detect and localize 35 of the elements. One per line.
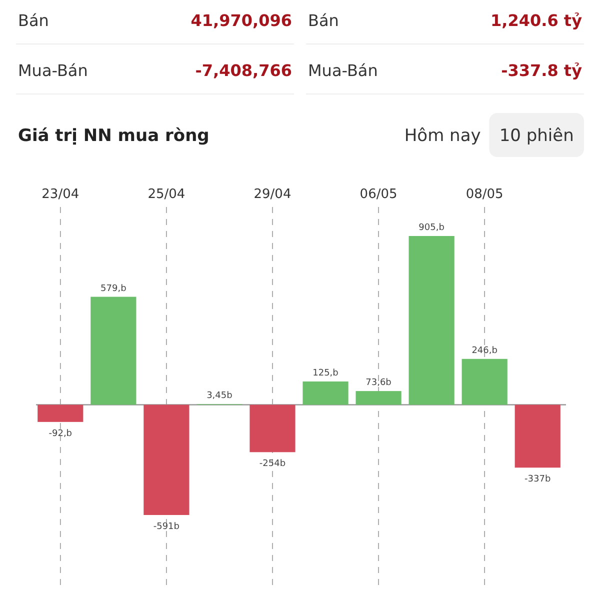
text: 1,240.6 tỷ: [490, 11, 583, 30]
bar: [38, 404, 84, 422]
bar: [356, 391, 402, 405]
data-label: -591b: [153, 522, 180, 532]
data-label: 246,b: [472, 346, 498, 356]
bar: [514, 404, 560, 468]
bar: [250, 404, 296, 452]
text: -337.8 tỷ: [501, 61, 583, 80]
text: -7,408,766: [195, 61, 292, 80]
text: Bán: [308, 11, 339, 30]
data-label: 579,b: [100, 284, 127, 294]
x-tick-label: 08/05: [466, 187, 504, 202]
bar: [302, 381, 348, 405]
data-label: -92,b: [48, 428, 72, 439]
text: Mua-Bán: [18, 61, 88, 80]
x-tick-label: 23/04: [42, 187, 80, 202]
x-tick-label: 25/04: [148, 187, 186, 202]
data-label: 3,45b: [206, 391, 233, 402]
text: 41,970,096: [190, 11, 292, 30]
bar: [144, 404, 190, 515]
x-tick-label: 06/05: [360, 187, 398, 202]
text: 10 phiên: [499, 126, 574, 146]
chart-title: Giá trị NN mua ròng: [18, 126, 210, 146]
bar: [462, 358, 508, 405]
bar: [90, 296, 136, 405]
x-tick-label: 29/04: [254, 187, 292, 202]
text: Bán: [18, 11, 49, 30]
text: Hôm nay: [404, 126, 481, 146]
text: Mua-Bán: [308, 61, 378, 80]
data-label: 125,b: [312, 368, 339, 378]
data-label: 905,b: [418, 223, 445, 233]
bar: [408, 236, 454, 405]
data-label: -337b: [524, 474, 551, 485]
data-label: -254b: [259, 459, 286, 470]
data-label: 73,6b: [366, 378, 392, 388]
